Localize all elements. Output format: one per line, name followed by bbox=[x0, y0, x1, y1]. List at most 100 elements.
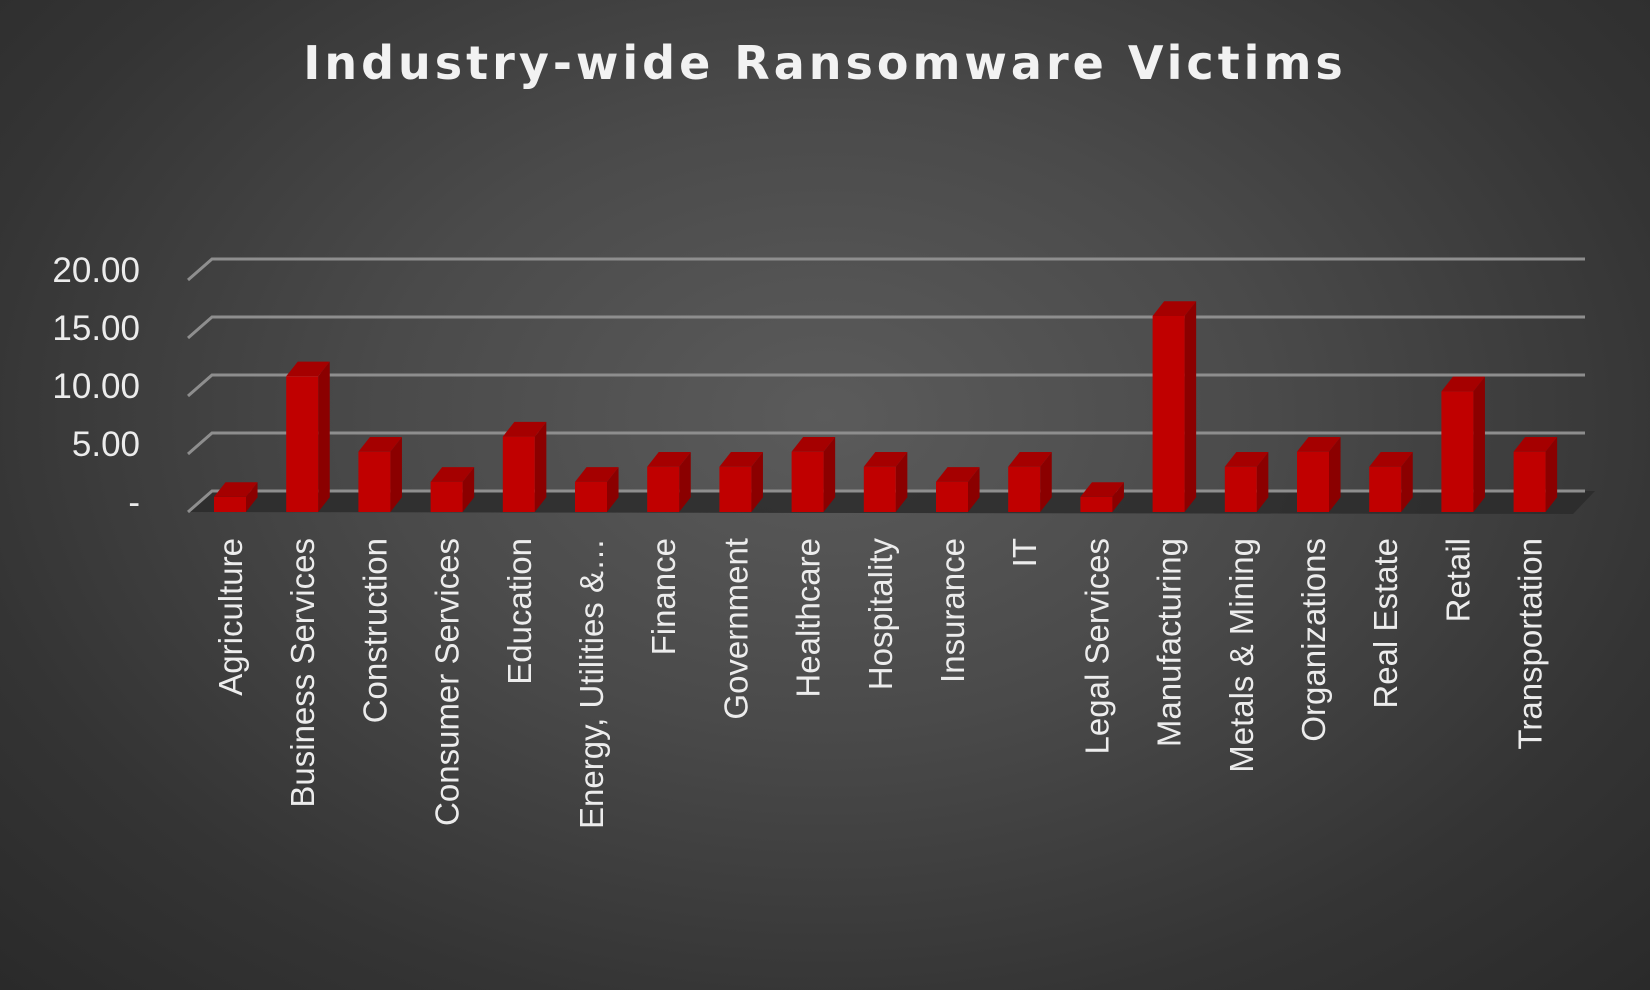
bar-front bbox=[286, 376, 319, 512]
y-axis-ticks: - 5.00 10.00 15.00 20.00 bbox=[52, 251, 140, 522]
bar-side bbox=[679, 452, 691, 512]
bar-top bbox=[1513, 436, 1558, 452]
bar bbox=[575, 467, 619, 512]
bar-side bbox=[968, 467, 980, 512]
bar bbox=[863, 452, 908, 512]
bar-side bbox=[751, 452, 763, 512]
bar bbox=[214, 482, 258, 512]
x-tick-label: Finance bbox=[645, 538, 682, 655]
gridline bbox=[187, 489, 1585, 514]
x-tick-label: Education bbox=[501, 538, 538, 685]
bar-front bbox=[1369, 466, 1402, 512]
bar-side bbox=[462, 467, 475, 512]
bar-front bbox=[214, 496, 246, 512]
bar-top bbox=[1224, 452, 1269, 467]
bar-front bbox=[647, 466, 680, 512]
bar bbox=[1441, 376, 1485, 512]
x-tick-label: Hospitality bbox=[862, 538, 899, 691]
x-tick-label: Agriculture bbox=[212, 538, 249, 696]
bar-side bbox=[1473, 376, 1485, 512]
bar bbox=[1513, 436, 1558, 512]
bar-side bbox=[1112, 482, 1124, 512]
bar-top bbox=[1152, 301, 1197, 316]
bar-top bbox=[430, 467, 475, 482]
bar bbox=[647, 452, 691, 512]
bar bbox=[358, 436, 402, 512]
bar bbox=[791, 436, 836, 512]
bar-front bbox=[1080, 496, 1113, 512]
y-tick-label: 10.00 bbox=[52, 367, 140, 406]
bar bbox=[1080, 482, 1124, 512]
bar-front bbox=[936, 481, 968, 512]
bar-side bbox=[390, 436, 402, 512]
gridline bbox=[187, 315, 1585, 340]
bar-side bbox=[1184, 301, 1197, 512]
bar bbox=[1152, 301, 1197, 512]
bar-top bbox=[1008, 452, 1052, 467]
bar-side bbox=[1401, 452, 1413, 512]
bar-front bbox=[430, 481, 463, 512]
x-tick-label: Legal Services bbox=[1078, 538, 1115, 754]
y-tick-label: 20.00 bbox=[52, 251, 140, 290]
bar-side bbox=[318, 361, 330, 512]
bar-front bbox=[719, 466, 752, 512]
gridlines bbox=[187, 257, 1585, 514]
bar-front bbox=[502, 436, 535, 512]
y-tick-label: 15.00 bbox=[52, 309, 140, 348]
x-tick-label: Transportation bbox=[1512, 538, 1549, 750]
bar bbox=[1297, 436, 1341, 512]
gridline bbox=[187, 373, 1585, 398]
bar-front bbox=[1224, 466, 1257, 512]
x-tick-label: Retail bbox=[1439, 538, 1476, 622]
x-tick-label: Energy, Utilities &… bbox=[573, 538, 610, 829]
bar bbox=[936, 467, 980, 512]
bar-top bbox=[1441, 376, 1485, 392]
gridline bbox=[187, 431, 1585, 456]
bar bbox=[502, 421, 547, 512]
bar-front bbox=[1513, 451, 1546, 512]
bar-top bbox=[936, 467, 980, 482]
bar bbox=[719, 452, 763, 512]
bar bbox=[1224, 452, 1269, 512]
bar-front bbox=[863, 466, 896, 512]
x-tick-label: Healthcare bbox=[790, 538, 827, 698]
bar-side bbox=[1545, 436, 1558, 512]
y-tick-label: - bbox=[128, 483, 140, 522]
bars bbox=[214, 301, 1558, 512]
bar-side bbox=[607, 467, 619, 512]
bar-side bbox=[1329, 436, 1341, 512]
bar bbox=[430, 467, 475, 512]
x-tick-label: Business Services bbox=[284, 538, 321, 808]
x-tick-label: Metals & Mining bbox=[1223, 538, 1260, 773]
y-tick-label: 5.00 bbox=[72, 425, 140, 464]
x-axis-ticks: Agriculture Business Services Construction… bbox=[212, 538, 1549, 829]
x-tick-label: Consumer Services bbox=[429, 538, 466, 826]
bar-front bbox=[791, 451, 824, 512]
bar-top bbox=[1297, 436, 1341, 452]
bar-top bbox=[863, 452, 908, 467]
x-tick-label: Real Estate bbox=[1367, 538, 1404, 709]
bar-side bbox=[823, 436, 836, 512]
bar-side bbox=[1256, 452, 1269, 512]
bar-side bbox=[895, 452, 908, 512]
bar bbox=[1369, 452, 1413, 512]
x-tick-label: Government bbox=[717, 538, 754, 720]
bar-top bbox=[502, 421, 547, 437]
bar-front bbox=[358, 451, 391, 512]
bar-front bbox=[1152, 315, 1185, 512]
bar-top bbox=[575, 467, 619, 482]
bar-front bbox=[1441, 391, 1474, 512]
bar-top bbox=[1369, 452, 1413, 467]
bar bbox=[286, 361, 330, 512]
bar-side bbox=[1040, 452, 1052, 512]
bar-top bbox=[286, 361, 330, 377]
bar-front bbox=[575, 481, 607, 512]
x-tick-label: Insurance bbox=[934, 538, 971, 683]
bar-top bbox=[214, 482, 258, 497]
bar bbox=[1008, 452, 1052, 512]
bar-top bbox=[791, 436, 836, 452]
bar-front bbox=[1008, 466, 1041, 512]
x-tick-label: Organizations bbox=[1295, 538, 1332, 742]
